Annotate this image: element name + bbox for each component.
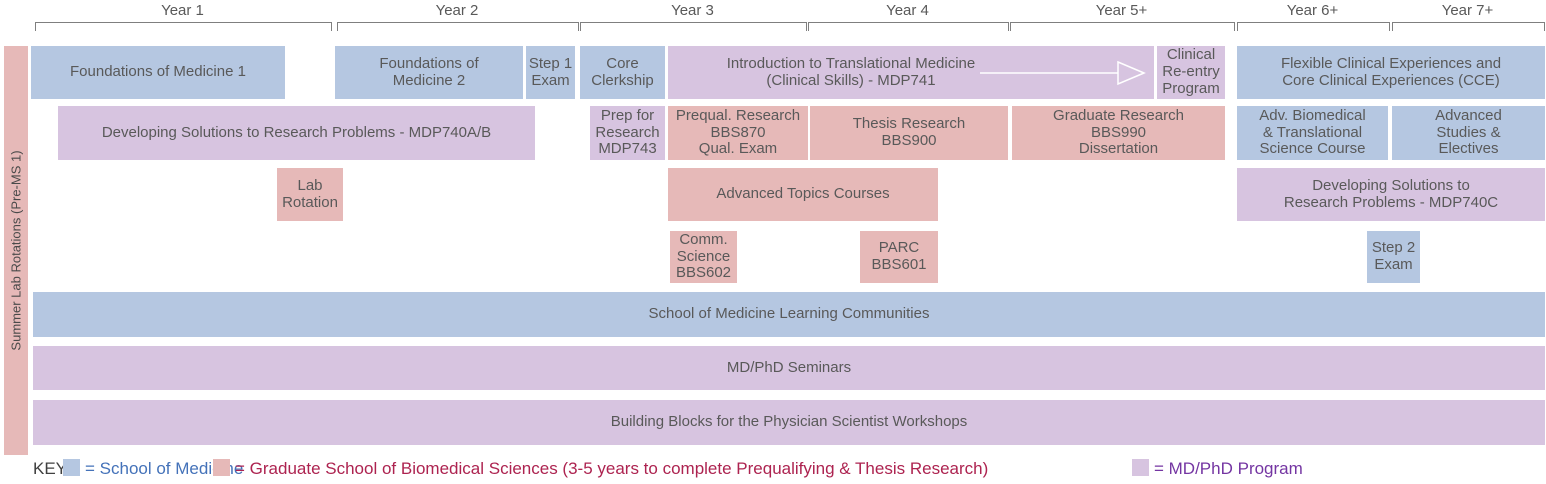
box-mdphd-seminars: MD/PhD Seminars (33, 346, 1545, 390)
legend: KEY = School of Medicine = Graduate Scho… (0, 456, 1546, 482)
year-2-bracket (337, 22, 579, 31)
year-3-bracket (580, 22, 807, 31)
year-2-label: Year 2 (435, 2, 479, 19)
year-6-label: Year 6+ (1286, 2, 1339, 19)
box-step-1-exam: Step 1 Exam (526, 46, 575, 99)
box-lab-rotation: Lab Rotation (277, 168, 343, 221)
year-7-label: Year 7+ (1441, 2, 1494, 19)
year-6-bracket (1237, 22, 1390, 31)
box-foundations-of-medicine-1: Foundations of Medicine 1 (31, 46, 285, 99)
box-intro-translational-medicine: Introduction to Translational Medicine (… (668, 46, 1154, 99)
right-arrow-icon (980, 60, 1146, 85)
key-label-school-of-medicine: = School of Medicine (85, 459, 244, 478)
box-prep-for-research-mdp743: Prep for Research MDP743 (590, 106, 665, 160)
box-comm-science-bbs602: Comm. Science BBS602 (670, 231, 737, 283)
year-5-bracket (1010, 22, 1235, 31)
box-graduate-research-bbs990: Graduate Research BBS990 Dissertation (1012, 106, 1225, 160)
year-3-label: Year 3 (671, 2, 714, 19)
box-thesis-research-bbs900: Thesis Research BBS900 (810, 106, 1008, 160)
summer-lab-rotations-label: Summer Lab Rotations (Pre-MS 1) (8, 150, 24, 351)
box-advanced-studies-electives: Advanced Studies & Electives (1392, 106, 1545, 160)
box-developing-solutions-mdp740ab: Developing Solutions to Research Problem… (58, 106, 535, 160)
year-4-bracket (808, 22, 1009, 31)
year-5-label: Year 5+ (1095, 2, 1148, 19)
key-title: KEY (33, 459, 68, 478)
key-label-graduate-school: = Graduate School of Biomedical Sciences… (235, 459, 989, 478)
box-clinical-reentry-program: Clinical Re-entry Program (1157, 46, 1225, 99)
key-label-mdphd-program: = MD/PhD Program (1154, 459, 1303, 478)
summer-lab-rotations-bar: Summer Lab Rotations (Pre-MS 1) (4, 46, 28, 455)
key-swatch-school-of-medicine (63, 459, 80, 476)
box-adv-biomedical-science-course: Adv. Biomedical & Translational Science … (1237, 106, 1388, 160)
year-7-bracket (1392, 22, 1545, 31)
year-4-label: Year 4 (886, 2, 929, 19)
box-step-2-exam: Step 2 Exam (1367, 231, 1420, 283)
year-1-bracket (35, 22, 332, 31)
box-core-clerkship: Core Clerkship (580, 46, 665, 99)
box-flexible-clinical-experiences: Flexible Clinical Experiences and Core C… (1237, 46, 1545, 99)
box-parc-bbs601: PARC BBS601 (860, 231, 938, 283)
box-learning-communities: School of Medicine Learning Communities (33, 292, 1545, 337)
box-advanced-topics-courses: Advanced Topics Courses (668, 168, 938, 221)
key-swatch-graduate-school (213, 459, 230, 476)
year-1-label: Year 1 (161, 2, 204, 19)
box-developing-solutions-mdp740c: Developing Solutions to Research Problem… (1237, 168, 1545, 221)
box-prequal-research-bbs870: Prequal. Research BBS870 Qual. Exam (668, 106, 808, 160)
key-swatch-mdphd-program (1132, 459, 1149, 476)
box-label: Introduction to Translational Medicine (… (726, 54, 976, 89)
box-foundations-of-medicine-2: Foundations of Medicine 2 (335, 46, 523, 99)
box-building-blocks-workshops: Building Blocks for the Physician Scient… (33, 400, 1545, 445)
